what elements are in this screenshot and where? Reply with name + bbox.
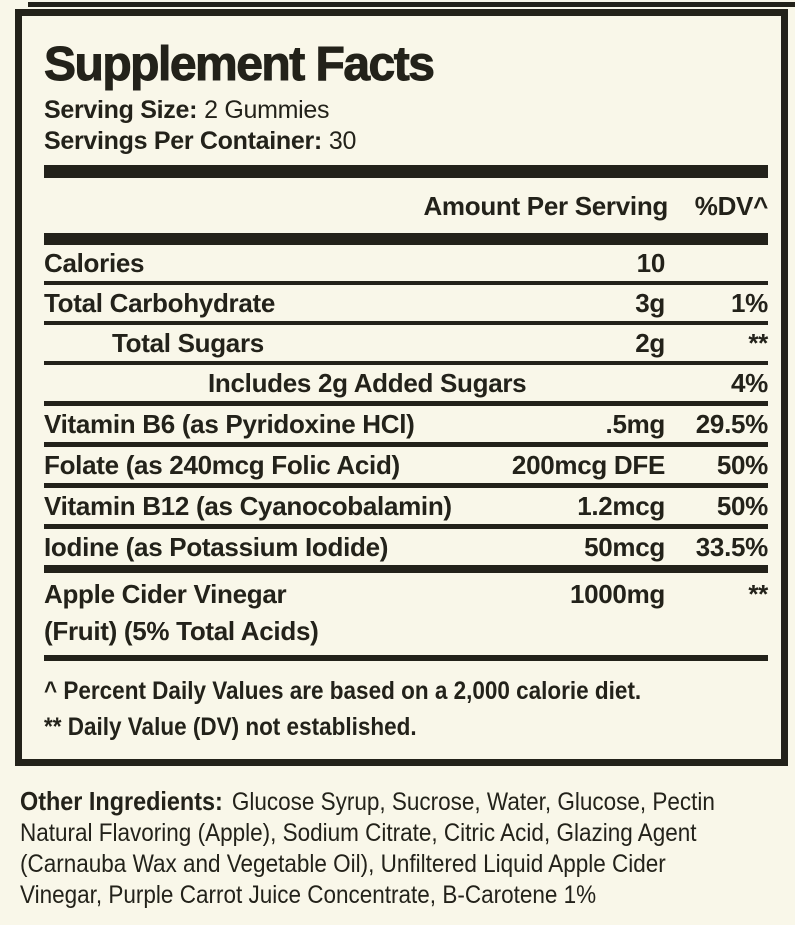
row-dv: 50%: [716, 449, 768, 480]
row-label: Vitamin B6 (as Pyridoxine HCl): [44, 408, 415, 439]
row-amount: .5mg: [605, 408, 666, 439]
row-label: Includes 2g Added Sugars: [208, 367, 527, 398]
servings-per-container-label: Servings Per Container:: [44, 127, 322, 155]
table-row-iodine: Iodine (as Potassium Iodide) 50mcg 33.5%: [44, 524, 768, 565]
other-ingredients-line: Other Ingredients: Glucose Syrup, Sucrose…: [20, 786, 718, 818]
other-ingredients-line: Vinegar, Purple Carrot Juice Concentrate…: [20, 881, 597, 909]
table-row-folate: Folate (as 240mcg Folic Acid) 200mcg DFE…: [44, 442, 768, 483]
other-ingredients-heading: Other Ingredients:: [20, 786, 223, 816]
row-label: Vitamin B12 (as Cyanocobalamin): [44, 490, 452, 521]
row-label: Apple Cider Vinegar: [44, 579, 287, 609]
table-row-total-sugars: Total Sugars 2g **: [44, 321, 768, 361]
column-header-amount: Amount Per Serving: [423, 191, 668, 221]
footnote-daily-values: ^ Percent Daily Values are based on a 2,…: [44, 677, 642, 705]
row-dv: 33.5%: [695, 531, 769, 562]
servings-per-container-line: Servings Per Container: 30: [44, 126, 768, 157]
other-ingredients-section: Other Ingredients: Glucose Syrup, Sucrose…: [20, 786, 795, 911]
thick-divider-header: [44, 233, 768, 245]
row-dv: **: [748, 579, 768, 609]
row-label: Calories: [44, 247, 145, 278]
row-dv: 4%: [731, 367, 768, 398]
table-row-added-sugars: Includes 2g Added Sugars 4%: [44, 361, 768, 401]
column-header-dv: %DV^: [694, 191, 769, 221]
row-dv: 1%: [731, 287, 768, 318]
row-label: Iodine (as Potassium Iodide): [44, 531, 389, 562]
table-row-vitamin-b6: Vitamin B6 (as Pyridoxine HCl) .5mg 29.5…: [44, 401, 768, 442]
panel-title: Supplement Facts: [44, 38, 436, 92]
servings-per-container-value: 30: [328, 127, 357, 155]
table-row-total-carbohydrate: Total Carbohydrate 3g 1%: [44, 281, 768, 321]
row-amount: 10: [636, 247, 666, 278]
serving-size-label: Serving Size:: [44, 96, 198, 124]
table-row-calories: Calories 10: [44, 245, 768, 281]
serving-size-line: Serving Size: 2 Gummies: [44, 95, 768, 126]
supplement-facts-panel: Supplement Facts Serving Size: 2 Gummies …: [15, 9, 788, 766]
row-amount: 1000mg: [569, 579, 665, 609]
row-dv: 29.5%: [695, 408, 769, 439]
table-row-vitamin-b12: Vitamin B12 (as Cyanocobalamin) 1.2mcg 5…: [44, 483, 768, 524]
serving-size-value: 2 Gummies: [204, 96, 330, 124]
row-amount: 1.2mcg: [577, 490, 665, 521]
row-label-line2: (Fruit) (5% Total Acids): [44, 616, 319, 646]
row-dv: 50%: [716, 490, 768, 521]
other-ingredients-line: Natural Flavoring (Apple), Sodium Citrat…: [20, 819, 697, 847]
row-label-group: Apple Cider Vinegar (Fruit) (5% Total Ac…: [44, 576, 319, 650]
row-amount: 200mcg DFE: [511, 449, 665, 480]
thick-divider-top: [44, 165, 768, 178]
table-header-row: Amount Per Serving %DV^: [44, 178, 768, 233]
row-label: Total Sugars: [112, 327, 264, 358]
row-amount: 2g: [635, 327, 665, 358]
other-ingredients-line: (Carnauba Wax and Vegetable Oil), Unfilt…: [20, 850, 666, 878]
footnote-dv-not-established: ** Daily Value (DV) not established.: [44, 713, 417, 741]
table-row-apple-cider-vinegar: Apple Cider Vinegar (Fruit) (5% Total Ac…: [44, 565, 768, 655]
other-ingredients-text: Glucose Syrup, Sucrose, Water, Glucose, …: [231, 788, 715, 816]
top-crop-line: [28, 2, 795, 7]
footnotes-section: ^ Percent Daily Values are based on a 2,…: [44, 655, 768, 745]
row-label: Total Carbohydrate: [44, 287, 276, 318]
row-label: Folate (as 240mcg Folic Acid): [44, 449, 400, 480]
row-dv: **: [748, 327, 768, 358]
row-amount: 50mcg: [584, 531, 665, 562]
row-amount: 3g: [635, 287, 665, 318]
